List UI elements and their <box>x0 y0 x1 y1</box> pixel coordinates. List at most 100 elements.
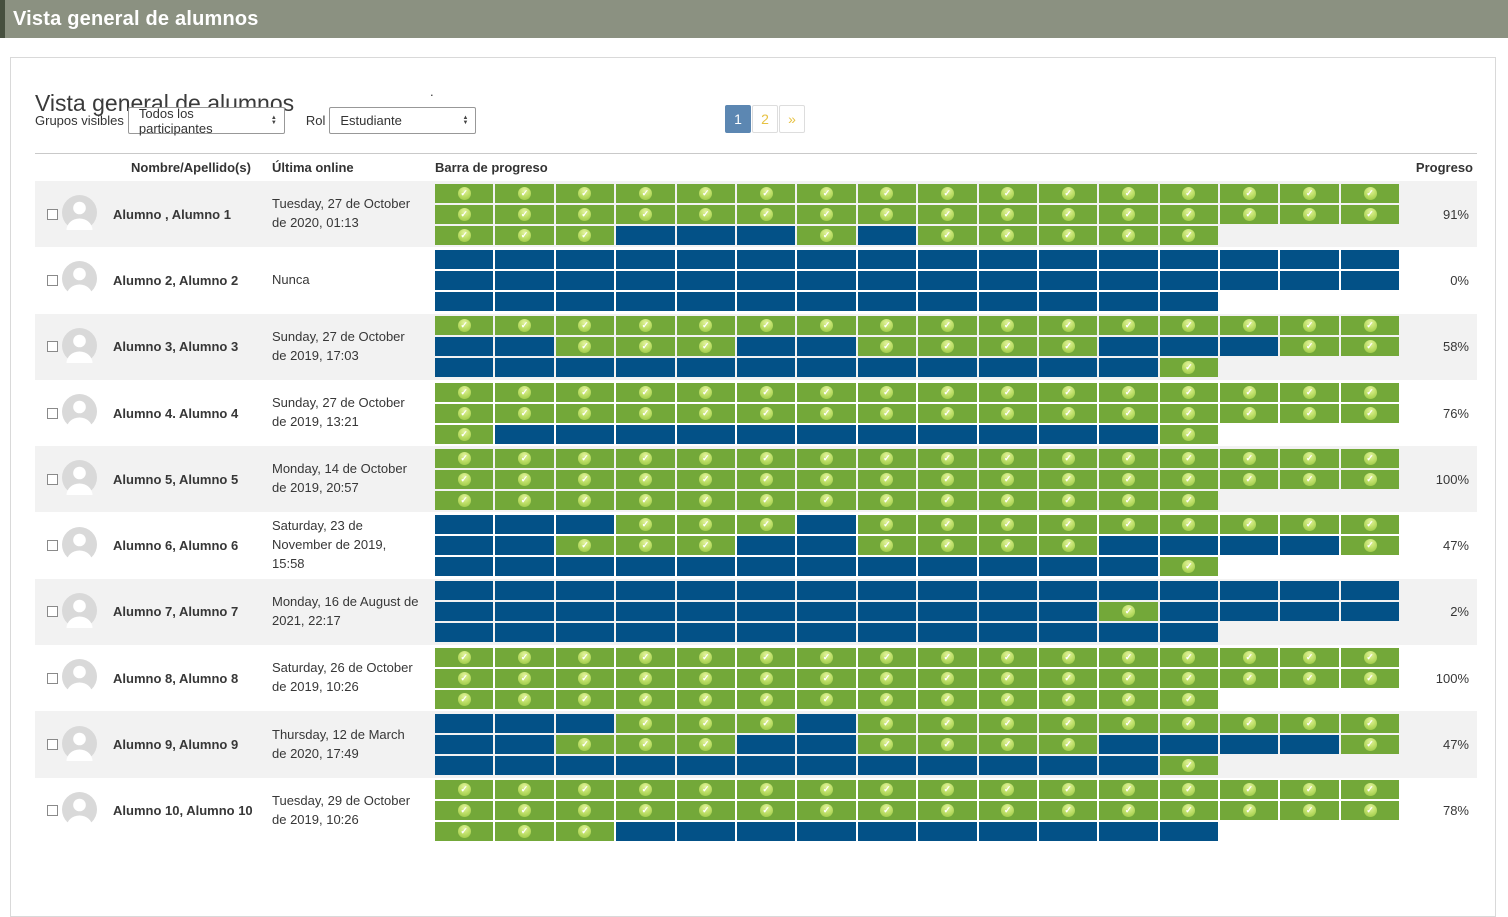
activity-complete-cell[interactable]: ✓ <box>1280 337 1339 357</box>
activity-complete-cell[interactable]: ✓ <box>1280 469 1339 489</box>
activity-complete-cell[interactable]: ✓ <box>676 647 735 667</box>
activity-incomplete-cell[interactable] <box>857 557 917 577</box>
activity-complete-cell[interactable]: ✓ <box>1340 735 1400 755</box>
activity-incomplete-cell[interactable] <box>736 270 796 290</box>
activity-complete-cell[interactable]: ✓ <box>918 403 977 423</box>
activity-incomplete-cell[interactable] <box>495 536 554 556</box>
activity-incomplete-cell[interactable] <box>736 557 796 577</box>
activity-incomplete-cell[interactable] <box>1340 581 1400 601</box>
activity-incomplete-cell[interactable] <box>1159 291 1219 311</box>
activity-complete-cell[interactable]: ✓ <box>435 382 494 402</box>
activity-complete-cell[interactable]: ✓ <box>918 668 977 688</box>
activity-complete-cell[interactable]: ✓ <box>1280 448 1339 468</box>
activity-incomplete-cell[interactable] <box>797 822 856 842</box>
activity-incomplete-cell[interactable] <box>736 822 796 842</box>
activity-complete-cell[interactable]: ✓ <box>1340 316 1400 336</box>
activity-complete-cell[interactable]: ✓ <box>616 689 675 709</box>
activity-complete-cell[interactable]: ✓ <box>555 469 615 489</box>
activity-complete-cell[interactable]: ✓ <box>616 647 675 667</box>
activity-complete-cell[interactable]: ✓ <box>1099 469 1158 489</box>
activity-complete-cell[interactable]: ✓ <box>616 403 675 423</box>
activity-incomplete-cell[interactable] <box>978 822 1037 842</box>
activity-complete-cell[interactable]: ✓ <box>736 689 796 709</box>
activity-complete-cell[interactable]: ✓ <box>676 448 735 468</box>
activity-complete-cell[interactable]: ✓ <box>1099 490 1158 510</box>
activity-complete-cell[interactable]: ✓ <box>1038 316 1098 336</box>
activity-incomplete-cell[interactable] <box>435 735 494 755</box>
activity-complete-cell[interactable]: ✓ <box>978 735 1037 755</box>
activity-complete-cell[interactable]: ✓ <box>495 316 554 336</box>
activity-incomplete-cell[interactable] <box>857 822 917 842</box>
activity-incomplete-cell[interactable] <box>857 270 917 290</box>
activity-incomplete-cell[interactable] <box>736 602 796 622</box>
activity-complete-cell[interactable]: ✓ <box>1340 647 1400 667</box>
activity-complete-cell[interactable]: ✓ <box>857 316 917 336</box>
activity-complete-cell[interactable]: ✓ <box>1038 780 1098 800</box>
activity-complete-cell[interactable]: ✓ <box>918 183 977 203</box>
activity-complete-cell[interactable]: ✓ <box>676 515 735 535</box>
activity-complete-cell[interactable]: ✓ <box>1220 714 1279 734</box>
activity-complete-cell[interactable]: ✓ <box>555 448 615 468</box>
activity-complete-cell[interactable]: ✓ <box>736 469 796 489</box>
student-checkbox[interactable] <box>47 208 58 220</box>
activity-complete-cell[interactable]: ✓ <box>857 490 917 510</box>
activity-incomplete-cell[interactable] <box>736 291 796 311</box>
activity-complete-cell[interactable]: ✓ <box>1340 337 1400 357</box>
activity-incomplete-cell[interactable] <box>797 249 856 269</box>
activity-complete-cell[interactable]: ✓ <box>1159 183 1219 203</box>
activity-incomplete-cell[interactable] <box>435 714 494 734</box>
activity-incomplete-cell[interactable] <box>1280 602 1339 622</box>
activity-complete-cell[interactable]: ✓ <box>555 204 615 224</box>
activity-incomplete-cell[interactable] <box>1159 623 1219 643</box>
activity-complete-cell[interactable]: ✓ <box>918 490 977 510</box>
activity-complete-cell[interactable]: ✓ <box>978 469 1037 489</box>
activity-incomplete-cell[interactable] <box>676 270 735 290</box>
activity-complete-cell[interactable]: ✓ <box>918 689 977 709</box>
activity-complete-cell[interactable]: ✓ <box>1220 204 1279 224</box>
activity-complete-cell[interactable]: ✓ <box>857 647 917 667</box>
activity-complete-cell[interactable]: ✓ <box>435 801 494 821</box>
activity-complete-cell[interactable]: ✓ <box>435 424 494 444</box>
activity-complete-cell[interactable]: ✓ <box>1159 469 1219 489</box>
activity-complete-cell[interactable]: ✓ <box>1340 403 1400 423</box>
activity-complete-cell[interactable]: ✓ <box>495 780 554 800</box>
activity-incomplete-cell[interactable] <box>918 822 977 842</box>
activity-complete-cell[interactable]: ✓ <box>1220 183 1279 203</box>
activity-complete-cell[interactable]: ✓ <box>495 822 554 842</box>
activity-incomplete-cell[interactable] <box>616 623 675 643</box>
activity-complete-cell[interactable]: ✓ <box>1220 801 1279 821</box>
page-button-next[interactable]: » <box>779 105 805 133</box>
activity-incomplete-cell[interactable] <box>1159 337 1219 357</box>
activity-incomplete-cell[interactable] <box>857 623 917 643</box>
activity-complete-cell[interactable]: ✓ <box>676 689 735 709</box>
activity-incomplete-cell[interactable] <box>435 602 494 622</box>
activity-complete-cell[interactable]: ✓ <box>555 647 615 667</box>
activity-complete-cell[interactable]: ✓ <box>978 490 1037 510</box>
activity-incomplete-cell[interactable] <box>918 358 977 378</box>
activity-incomplete-cell[interactable] <box>918 602 977 622</box>
activity-complete-cell[interactable]: ✓ <box>1038 689 1098 709</box>
activity-incomplete-cell[interactable] <box>1099 623 1158 643</box>
activity-complete-cell[interactable]: ✓ <box>555 316 615 336</box>
activity-incomplete-cell[interactable] <box>555 557 615 577</box>
activity-complete-cell[interactable]: ✓ <box>435 448 494 468</box>
activity-complete-cell[interactable]: ✓ <box>1220 668 1279 688</box>
activity-incomplete-cell[interactable] <box>435 270 494 290</box>
activity-incomplete-cell[interactable] <box>495 581 554 601</box>
activity-complete-cell[interactable]: ✓ <box>1038 337 1098 357</box>
activity-incomplete-cell[interactable] <box>495 291 554 311</box>
activity-complete-cell[interactable]: ✓ <box>797 780 856 800</box>
activity-incomplete-cell[interactable] <box>1038 822 1098 842</box>
activity-incomplete-cell[interactable] <box>918 581 977 601</box>
activity-incomplete-cell[interactable] <box>435 249 494 269</box>
activity-incomplete-cell[interactable] <box>435 515 494 535</box>
activity-complete-cell[interactable]: ✓ <box>1038 714 1098 734</box>
activity-complete-cell[interactable]: ✓ <box>555 337 615 357</box>
activity-incomplete-cell[interactable] <box>495 602 554 622</box>
activity-complete-cell[interactable]: ✓ <box>857 204 917 224</box>
activity-complete-cell[interactable]: ✓ <box>1340 780 1400 800</box>
activity-incomplete-cell[interactable] <box>978 291 1037 311</box>
activity-incomplete-cell[interactable] <box>1220 337 1279 357</box>
student-checkbox[interactable] <box>47 606 58 618</box>
activity-incomplete-cell[interactable] <box>736 756 796 776</box>
